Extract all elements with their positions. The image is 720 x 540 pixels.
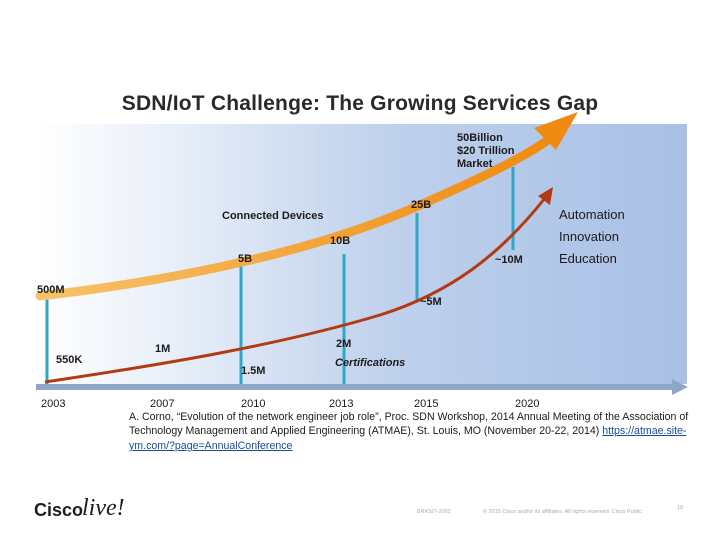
engineers-arrowhead: [538, 187, 553, 205]
year-2003: 2003: [41, 398, 66, 410]
reference-citation: A. Corno, “Evolution of the network engi…: [129, 410, 694, 453]
devices-value-25b: 25B: [411, 199, 432, 211]
engineers-value-10m: ~10M: [495, 254, 523, 266]
side-label-innovation: Innovation: [559, 229, 619, 244]
devices-value-500m: 500M: [37, 284, 65, 296]
reference-link[interactable]: https://atmae.site-ym.com/?page=AnnualCo…: [129, 425, 687, 452]
footer-copyright: © 2015 Cisco and/or its affiliates. All …: [483, 509, 642, 515]
side-label-education: Education: [559, 251, 617, 266]
timeline-arrowhead: [672, 379, 688, 395]
year-2015: 2015: [414, 398, 439, 410]
footer-session-id: BRKSIT-2002: [417, 509, 451, 515]
cisco-live-logo-graphic: Cisco live!: [34, 495, 125, 521]
engineers-value-1m: 1M: [155, 343, 171, 355]
engineers-value-1-5m: 1.5M: [241, 365, 266, 377]
market-label: 50Billion $20 Trillion Market: [457, 132, 515, 170]
engineers-value-5m: ~5M: [420, 296, 442, 308]
devices-growth-arrow: [35, 135, 553, 301]
page-title: SDN/IoT Challenge: The Growing Services …: [121, 92, 599, 115]
devices-value-10b: 10B: [330, 235, 351, 247]
year-2013: 2013: [329, 398, 354, 410]
cisco-live-logo: Cisco live!: [34, 478, 129, 529]
diagram-panel: [36, 124, 687, 384]
logo-cisco-text: Cisco: [34, 500, 83, 520]
connected-devices-label: Connected Devices: [222, 210, 324, 222]
certifications-label: Certifications: [335, 357, 406, 369]
logo-live-text: live!: [82, 495, 125, 521]
side-label-automation: Automation: [559, 207, 625, 222]
timeline-axis: [36, 384, 674, 390]
year-2007: 2007: [150, 398, 175, 410]
engineers-value-2m: 2M: [336, 338, 352, 350]
year-2020: 2020: [515, 398, 540, 410]
engineers-growth-arrow: [44, 197, 547, 384]
devices-value-5b: 5B: [238, 253, 253, 265]
year-2010: 2010: [241, 398, 266, 410]
engineers-value-550k: 550K: [56, 354, 83, 366]
footer-page-number: 18: [677, 505, 684, 511]
reference-text: A. Corno, “Evolution of the network engi…: [129, 411, 689, 438]
devices-arrowhead: [534, 112, 578, 150]
